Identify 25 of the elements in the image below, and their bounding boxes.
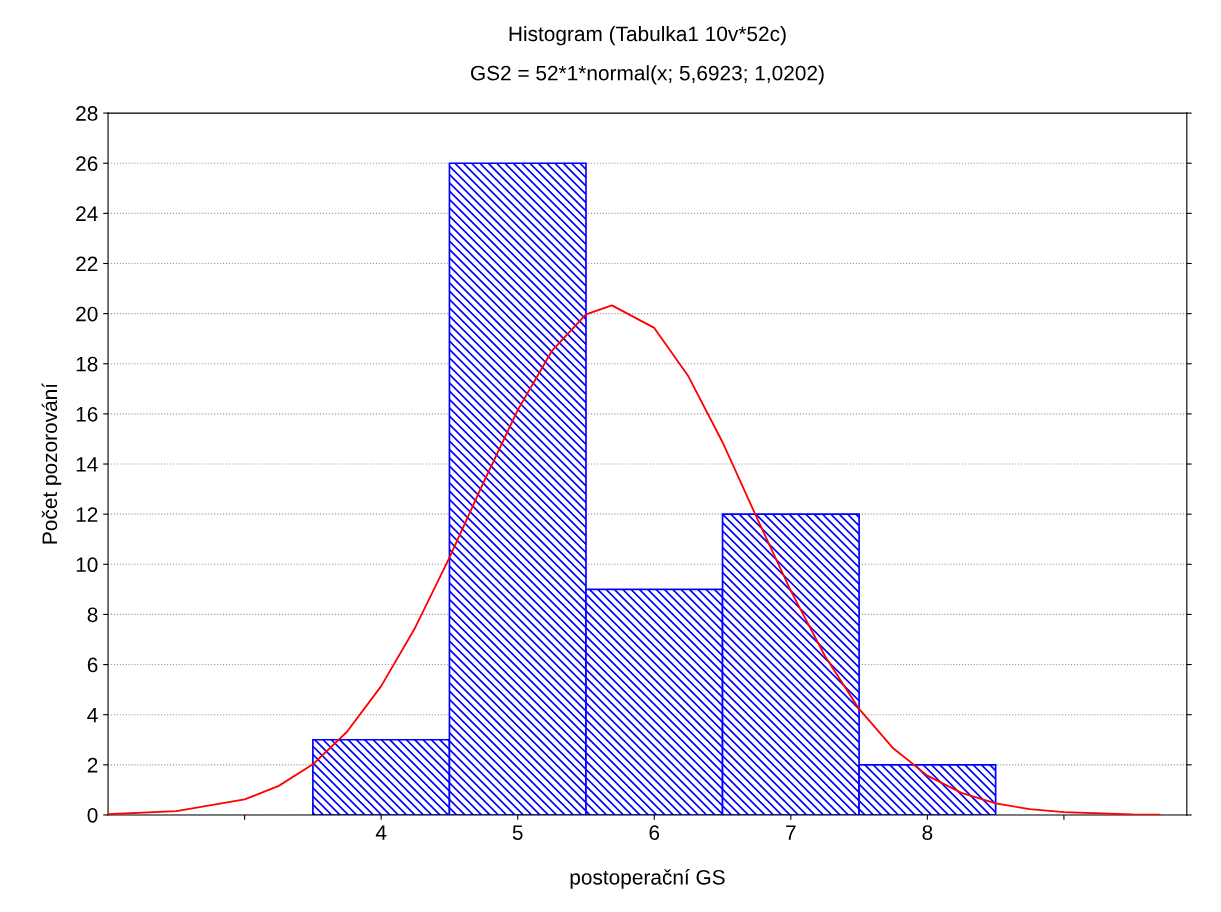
x-tick-label: 7: [786, 825, 796, 840]
y-tick-label: 6: [87, 657, 98, 673]
y-tick-label: 10: [76, 557, 98, 573]
y-tick-label: 0: [87, 807, 98, 823]
y-tick-label: 24: [76, 206, 98, 221]
line-series: [108, 304, 1161, 815]
y-tick-label: 2: [87, 757, 98, 773]
y-tick-label: 8: [87, 607, 98, 623]
y-tick-label: 28: [76, 106, 98, 121]
chart-title: Histogram (Tabulka1 10v*52c): [509, 25, 786, 46]
chart-subtitle: GS2 = 52*1*normal(x; 5,6923; 1,0202): [471, 65, 824, 85]
y-tick-label: 14: [76, 457, 98, 472]
y-tick-label: 16: [76, 406, 98, 422]
y-axis-title: Počet pozorování: [41, 383, 62, 544]
x-tick-label: 6: [649, 825, 660, 840]
x-tick-label: 4: [375, 825, 387, 840]
x-tick-label: 8: [922, 825, 933, 840]
y-tick-label: 20: [76, 306, 98, 322]
y-tick-label: 22: [76, 256, 98, 272]
x-tick-label: 5: [512, 825, 523, 840]
y-tick-label: 12: [76, 507, 98, 522]
x-axis-title: postoperační GS: [570, 869, 725, 889]
y-tick-label: 26: [76, 156, 98, 171]
y-tick-label: 18: [76, 356, 98, 372]
y-tick-label: 4: [87, 707, 98, 723]
